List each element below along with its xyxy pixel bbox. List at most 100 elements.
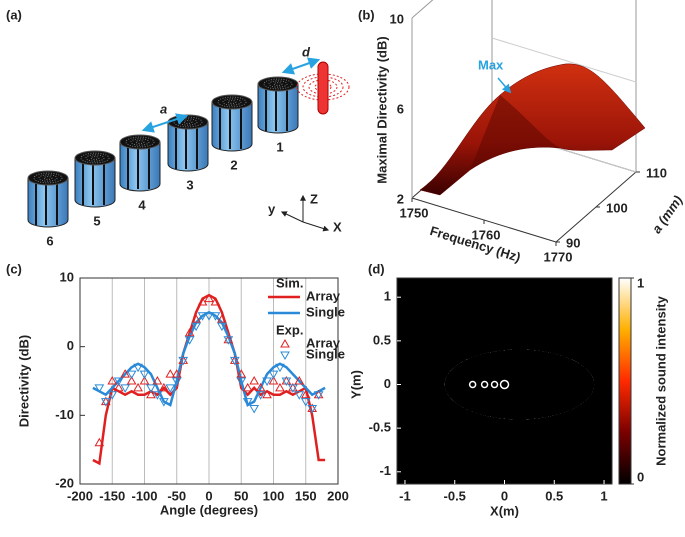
series-point [165,384,176,393]
legend-label: Single [306,304,345,319]
unit-label: 2 [230,157,237,172]
axis-arrow [302,221,330,232]
x-tick-label: -0.5 [444,488,466,503]
series-point [171,369,182,378]
axis-arrow [280,211,304,223]
y-tick-label: 1 [384,289,391,304]
series-point [197,312,208,321]
y-tick-label: -10 [55,407,74,422]
source-core [471,382,475,386]
x-tick-label: 0.5 [545,488,563,503]
x-tick-label: 1750 [400,205,429,220]
unit-label: 6 [46,233,53,248]
z-tick-label: 2 [397,191,404,206]
cylinder-top-ring [222,98,242,106]
cylinder-top-ring [268,80,288,88]
plot-frame [79,277,339,485]
legend-group: Sim. [276,275,303,290]
legend-label: Single [306,346,345,361]
series-point [217,314,227,323]
series-point [255,391,266,400]
y-tick-label: -20 [55,475,74,490]
series-point [158,398,169,407]
series-point [223,336,234,345]
cylinder-top-ring [227,100,237,104]
series-point [307,404,318,414]
x-tick-label: -50 [167,488,186,503]
series-point [100,398,111,407]
source-ring [490,380,499,389]
series-point [242,382,253,392]
series-point [133,382,143,392]
x-tick-label: 0 [501,488,508,503]
x-tick-label: 1 [600,488,607,503]
spacing-arrow [281,57,321,75]
colorbar-title: Normalized sound intensity [653,295,668,466]
source-ring [499,379,510,390]
series-point [217,322,227,332]
x-axis-title: X(m) [490,503,519,518]
spacing-arrow [141,113,189,133]
series-point [313,391,324,400]
x-tick-label: 1760 [472,227,501,242]
cylinder-top-ring [217,96,247,108]
series-point [262,389,272,399]
cylinder-top-ring [85,154,105,162]
axis-name: y [268,201,276,216]
cylinder-top-ring [125,136,155,148]
cylinder-top-ring [130,138,150,146]
series-point [120,369,131,378]
x-tick-label: 100 [263,488,285,503]
series-point [294,391,305,400]
unit-label: 3 [186,177,193,192]
y-tick-label: 0.5 [373,332,391,347]
y-tick-label: 100 [606,200,628,215]
series-point [300,389,311,399]
series-point [236,369,247,378]
y-tick-label: -0.5 [369,420,391,435]
panel-label: (a) [6,7,22,22]
series-point [281,377,292,387]
unit-label: 1 [276,139,283,154]
series-point [262,377,272,387]
series-point [171,377,182,387]
series-point [210,297,221,306]
cylinder-top-ring [43,176,53,180]
x-tick-label: -100 [131,488,157,503]
y-axis-title: Y(m) [348,370,363,399]
y-axis-title: a (mm) [649,193,685,237]
series-point [300,398,311,407]
x-axis-title: Angle (degrees) [160,502,258,517]
y-tick-label: 90 [566,235,580,250]
series-point [191,322,201,332]
series-point [294,375,305,385]
source-core [503,382,506,386]
series-point [204,293,214,303]
series-point [107,375,118,385]
series-point [152,375,163,385]
series-point [249,404,260,414]
cylinder-top-ring [90,156,100,160]
cylinder-top-ring [135,140,145,144]
y-tick-label: 0 [384,376,391,391]
x-tick-label: 200 [327,488,349,503]
series-point [107,391,118,400]
spacing-label: a [160,101,167,116]
box-edge [411,0,434,19]
series-point [249,375,260,385]
y-tick-label: 110 [646,165,667,180]
legend-label: Array [306,335,341,350]
unit-label: 4 [138,197,146,212]
series-point [275,363,285,373]
series-point [133,363,143,373]
series-point [113,377,124,387]
source-ring [468,380,477,389]
annotation: Max [478,57,504,72]
series-point [139,370,150,380]
source [317,61,329,115]
series-point [275,382,285,392]
series-point [120,384,131,393]
cylinder-top-ring [80,152,110,164]
series-point [229,356,240,366]
series-point [242,398,253,407]
